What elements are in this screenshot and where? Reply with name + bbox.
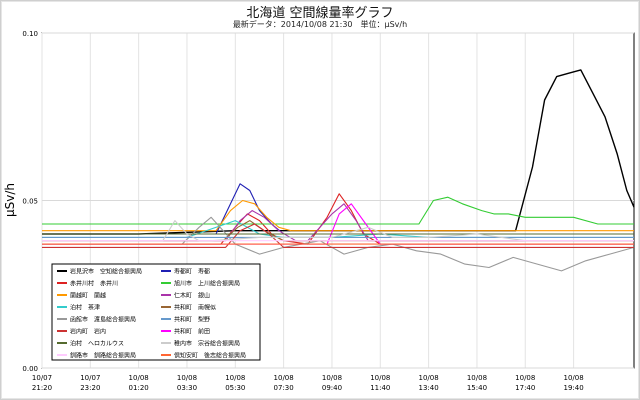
x-tick-time-label: 09:40: [322, 384, 342, 392]
chart-title: 北海道 空間線量率グラフ: [246, 6, 394, 21]
series-line: [42, 69, 635, 235]
series-line: [42, 199, 634, 232]
x-tick-date-label: 10/08: [322, 374, 342, 382]
x-tick-time-label: 15:40: [467, 384, 487, 392]
y-tick-label: 0.00: [22, 365, 38, 373]
legend-entry-label: 共和町 梨野: [174, 316, 210, 324]
x-tick-date-label: 10/08: [419, 374, 439, 382]
legend-entry-label: 倶知安町 後志総合振興局: [174, 352, 246, 360]
y-axis-label: µSv/h: [3, 183, 17, 217]
legend-entry-label: 寿都町 寿都: [174, 268, 210, 276]
legend-entry-label: 函館市 渡島総合振興局: [70, 316, 136, 324]
legend-entry-label: 旭川市 上川総合振興局: [174, 280, 240, 288]
x-tick-date-label: 10/08: [274, 374, 294, 382]
legend-entry-label: 岩内町 岩内: [70, 328, 106, 336]
y-tick-label: 0.05: [22, 198, 38, 206]
legend-entry-label: 釧路市 釧路総合振興局: [70, 352, 136, 360]
x-tick-time-label: 07:30: [274, 384, 294, 392]
legend-entry-label: 共和町 前田: [174, 328, 210, 336]
x-tick-date-label: 10/08: [515, 374, 535, 382]
x-tick-date-label: 10/08: [225, 374, 245, 382]
x-tick-date-label: 10/07: [32, 374, 52, 382]
chart-subtitle: 最新データ：2014/10/08 21:30 単位：µSv/h: [232, 20, 408, 29]
x-tick-date-label: 10/08: [467, 374, 487, 382]
x-tick-time-label: 17:40: [515, 384, 535, 392]
legend-entry-label: 泊村 ヘロカルウス: [70, 340, 124, 348]
x-tick-time-label: 21:20: [32, 384, 52, 392]
x-tick-time-label: 05:30: [225, 384, 245, 392]
legend-box: [51, 263, 261, 361]
legend-entry-label: 蘭越町 蘭越: [70, 292, 106, 300]
x-tick-time-label: 11:40: [370, 384, 390, 392]
legend-entry-label: 岩見沢市 空知総合振興局: [70, 268, 142, 276]
legend-entry-label: 共和町 南幌似: [174, 304, 216, 312]
x-tick-date-label: 10/08: [129, 374, 149, 382]
x-tick-time-label: 19:40: [563, 384, 583, 392]
x-tick-date-label: 10/08: [563, 374, 583, 382]
series-line: [42, 196, 634, 225]
legend-entry-label: 仁木町 銀山: [174, 292, 210, 300]
legend-entry-label: 赤井川村 赤井川: [70, 280, 118, 288]
x-tick-time-label: 13:40: [419, 384, 439, 392]
y-tick-label: 0.10: [22, 30, 38, 38]
x-tick-date-label: 10/08: [177, 374, 197, 382]
legend-entry-label: 稚内市 宗谷総合振興局: [174, 340, 240, 348]
x-tick-time-label: 23:20: [80, 384, 100, 392]
x-tick-date-label: 10/07: [80, 374, 100, 382]
x-tick-time-label: 03:30: [177, 384, 197, 392]
x-tick-time-label: 01:20: [129, 384, 149, 392]
x-tick-date-label: 10/08: [370, 374, 390, 382]
legend-entry-label: 泊村 茶津: [70, 304, 100, 312]
